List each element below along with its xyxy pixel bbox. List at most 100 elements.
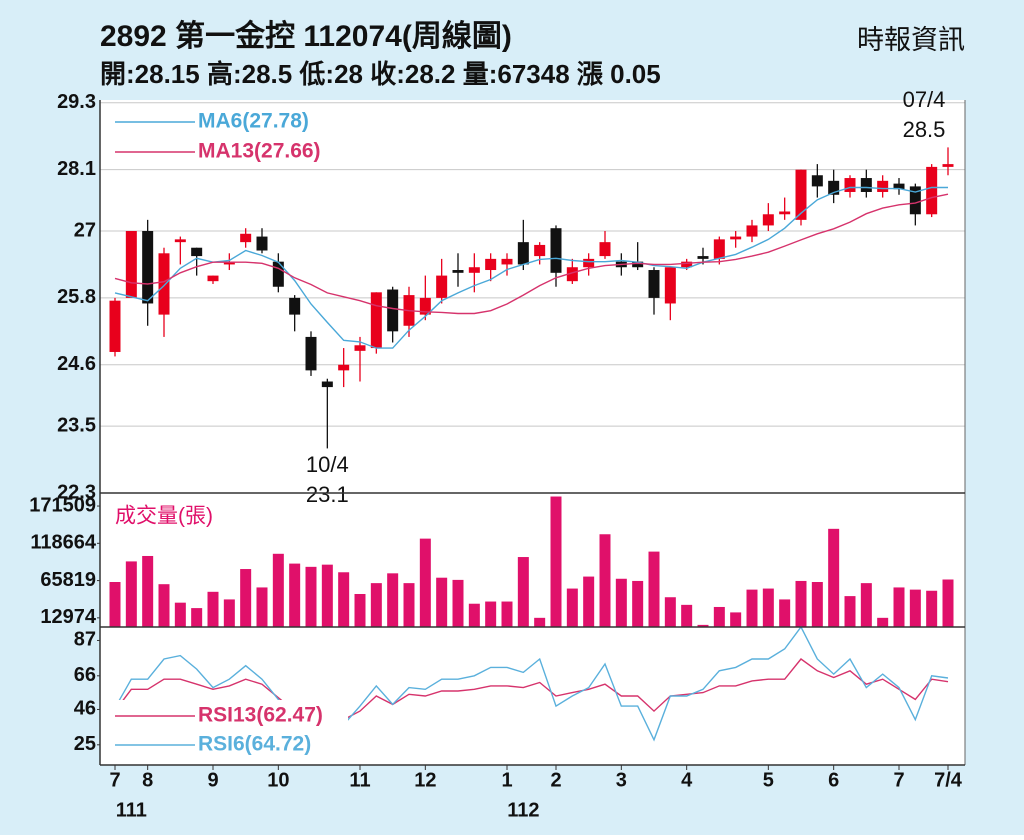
year-label: 112 — [507, 799, 539, 821]
candle-body — [926, 166, 938, 215]
candle-body — [158, 253, 170, 315]
legend-label: RSI6(64.72) — [198, 733, 311, 756]
x-tick-label: 11 — [349, 769, 370, 791]
candle-body — [305, 336, 317, 371]
x-tick-label: 2 — [550, 769, 561, 791]
legend-box — [108, 700, 348, 760]
candle-body — [664, 267, 676, 304]
candle-body — [550, 228, 562, 273]
volume-tick-label: 171509 — [29, 494, 96, 516]
x-tick-label: 8 — [142, 769, 153, 791]
candle-body — [534, 244, 546, 257]
candle-body — [354, 345, 366, 351]
candle-body — [142, 231, 154, 304]
candle-body — [174, 239, 186, 243]
volume-bar — [746, 589, 758, 627]
x-tick-label: 6 — [828, 769, 839, 791]
x-tick-label: 7 — [893, 769, 904, 791]
volume-bar — [207, 591, 219, 627]
volume-bar — [403, 583, 415, 627]
volume-bar — [844, 596, 856, 627]
volume-bar — [942, 579, 954, 627]
candle-body — [289, 297, 301, 315]
rsi-tick-label: 25 — [74, 733, 96, 755]
volume-bar — [860, 583, 872, 627]
candle-body — [844, 178, 856, 192]
y-tick-label: 28.1 — [57, 158, 96, 180]
candle-body — [452, 270, 464, 273]
candle-body — [828, 180, 840, 195]
volume-bar — [125, 561, 137, 627]
volume-bar — [893, 587, 905, 627]
x-tick-label: 12 — [414, 769, 436, 791]
volume-bar — [534, 617, 546, 627]
candle-body — [436, 275, 448, 298]
volume-bar — [272, 553, 284, 627]
volume-bar — [550, 496, 562, 627]
volume-bar — [566, 588, 578, 627]
x-tick-label: 4 — [681, 769, 693, 791]
candle-body — [779, 211, 791, 215]
candle-body — [762, 214, 774, 226]
volume-bar — [158, 584, 170, 627]
volume-bar — [485, 601, 497, 627]
source: 時報資訊 — [857, 25, 965, 55]
volume-bar — [517, 557, 529, 627]
x-tick-label: 10 — [267, 769, 289, 791]
volume-tick-label: 118664 — [30, 532, 97, 554]
chart-title: 2892 第一金控 112074(周線圖) — [100, 19, 512, 53]
volume-bar — [338, 572, 350, 627]
volume-bar — [468, 603, 480, 627]
candle-body — [387, 289, 399, 332]
volume-tick-label: 65819 — [40, 569, 96, 591]
candle-body — [468, 267, 480, 273]
volume-bar — [370, 583, 382, 627]
rsi-line — [114, 625, 949, 746]
annotation-value: 23.1 — [306, 482, 349, 507]
annotation-date: 07/4 — [903, 87, 946, 112]
volume-bar — [926, 590, 938, 627]
candle-body — [795, 169, 807, 220]
volume-bar — [109, 582, 121, 627]
volume-bar — [697, 624, 709, 627]
candle-body — [583, 258, 595, 268]
y-tick-label: 22.3 — [57, 481, 96, 503]
candle-body — [370, 292, 382, 349]
volume-bar — [191, 608, 203, 627]
candle-body — [109, 300, 121, 352]
volume-label: 成交量(張) — [115, 505, 213, 528]
candle-body — [713, 239, 725, 259]
candle-body — [746, 225, 758, 237]
x-tick-label: 9 — [207, 769, 218, 791]
candle-body — [893, 183, 905, 190]
candle-body — [909, 186, 921, 215]
candle-body — [223, 261, 235, 265]
candle-body — [207, 275, 219, 282]
candle-body — [256, 236, 268, 251]
x-tick-label: 7 — [109, 769, 120, 791]
candle-body — [517, 242, 529, 265]
annotation-date: 10/4 — [306, 452, 349, 477]
volume-bar — [828, 528, 840, 627]
rsi-tick-label: 66 — [74, 664, 96, 686]
volume-bar — [779, 599, 791, 627]
annotation-value: 28.5 — [903, 117, 946, 142]
candle-body — [419, 297, 431, 315]
x-tick-label: 1 — [501, 769, 512, 791]
volume-bar — [436, 577, 448, 627]
summary: 開:28.15 高:28.5 低:28 收:28.2 量:67348 漲 0.0… — [100, 59, 661, 89]
y-tick-label: 24.6 — [57, 353, 96, 375]
candle-body — [648, 270, 660, 298]
candle-body — [191, 247, 203, 257]
volume-bar — [795, 580, 807, 627]
volume-bar — [599, 534, 611, 627]
volume-tick-label: 12974 — [40, 606, 96, 628]
candle-body — [485, 258, 497, 271]
x-tick-label: 3 — [616, 769, 627, 791]
volume-bar — [632, 580, 644, 627]
volume-bar — [664, 597, 676, 627]
candle-body — [632, 261, 644, 268]
y-tick-label: 25.8 — [57, 286, 96, 308]
candle-body — [681, 261, 693, 268]
